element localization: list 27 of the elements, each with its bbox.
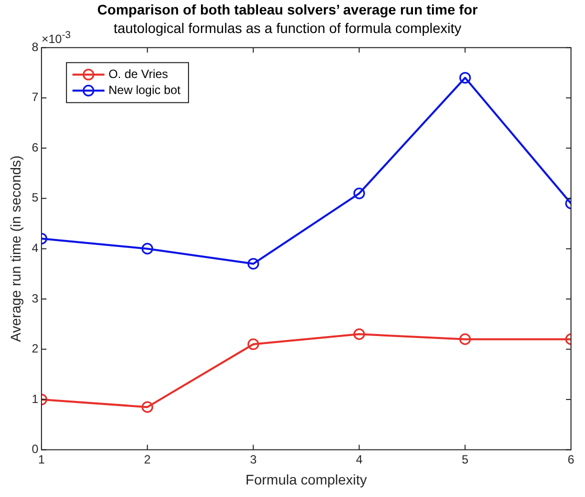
y-tick-label: 5: [32, 190, 39, 205]
y-tick-label: 7: [32, 90, 39, 104]
y-tick-label: 1: [32, 392, 39, 406]
y-tick-label: 0: [32, 442, 39, 456]
y-tick-label: 6: [32, 140, 39, 154]
x-tick-label: 4: [356, 452, 363, 466]
point: [353, 188, 365, 200]
text: ×10$^{-3}$: [41, 30, 71, 46]
legend-label: O. de Vries: [108, 66, 168, 81]
y-tick-label: 4: [32, 241, 39, 256]
y-tick-label: 8: [32, 40, 39, 54]
x-tick-label: 5: [462, 452, 469, 466]
point: [353, 328, 365, 340]
x-tick-label: 6: [568, 452, 575, 466]
x-axis-title: Formula complexity: [246, 471, 367, 488]
point: [142, 401, 154, 413]
y-axis-title: Average run time (in seconds): [7, 155, 24, 342]
point: [142, 242, 154, 254]
point: [247, 258, 260, 270]
chart-subtitle: tautological formulas as a function of formula complexity: [114, 20, 462, 36]
chart-title: Comparison of both tableau solvers’ average run time for: [97, 1, 478, 18]
y-tick-label: 2: [32, 342, 39, 356]
x-tick-label: 3: [250, 452, 257, 466]
point: [247, 338, 260, 350]
legend-label: New logic bot: [108, 82, 182, 97]
x-tick-label: 2: [144, 452, 152, 466]
y-tick-label: 3: [32, 291, 39, 306]
